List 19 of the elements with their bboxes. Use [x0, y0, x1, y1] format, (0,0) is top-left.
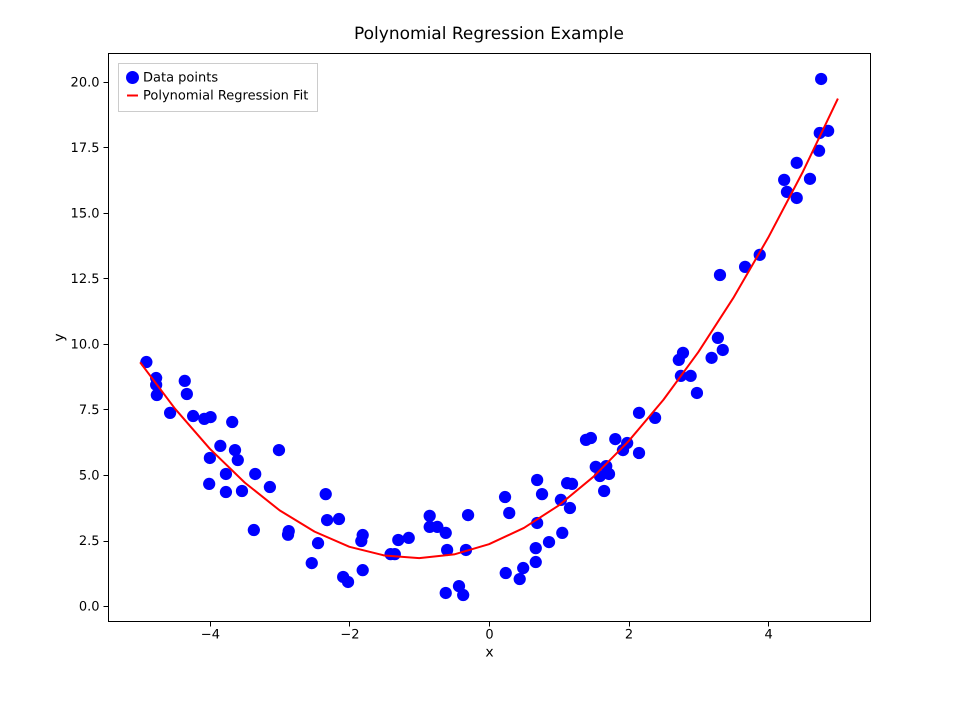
y-tick-label: 0.0 [78, 600, 100, 615]
y-tick-label: 17.5 [70, 140, 100, 156]
x-tick-label: −2 [340, 628, 360, 642]
chart-title: Polynomial Regression Example [354, 24, 624, 44]
y-tick-label: 12.5 [70, 272, 100, 287]
y-tick-label: 10.0 [70, 337, 100, 352]
y-tick-label: 20.0 [70, 75, 100, 90]
legend-label: Polynomial Regression Fit [143, 88, 308, 104]
x-tick-label: 4 [764, 628, 773, 642]
y-axis-title: y [52, 333, 68, 342]
x-tick-label: 2 [624, 628, 634, 642]
legend-label: Data points [143, 70, 218, 86]
x-tick-label: −4 [200, 628, 220, 642]
y-tick-label: 7.5 [78, 402, 100, 418]
x-axis-title: x [485, 644, 494, 660]
y-tick-label: 5.0 [78, 468, 100, 484]
y-tick-label: 15.0 [70, 206, 100, 222]
y-tick-label: 2.5 [78, 534, 100, 550]
x-tick-label: 0 [485, 628, 494, 642]
